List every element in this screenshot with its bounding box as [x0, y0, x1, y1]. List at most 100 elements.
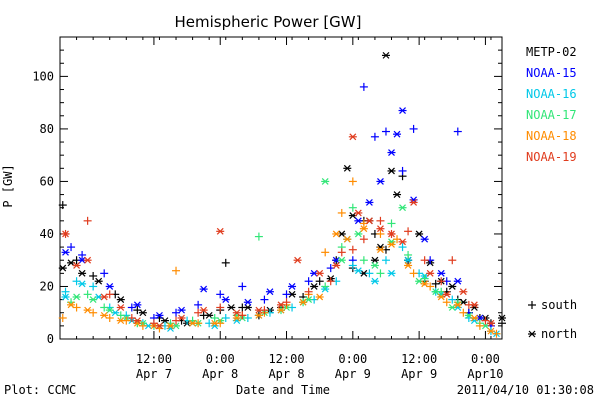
star-d2 — [78, 269, 86, 277]
y-axis-label: P [GW] — [1, 164, 15, 207]
x-tick-date-label: Apr 9 — [335, 367, 371, 381]
point-south-noaa-18 — [321, 248, 330, 257]
point-north-noaa-15 — [398, 107, 407, 114]
star-d2 — [167, 325, 174, 332]
point-south-noaa-18 — [337, 208, 346, 217]
point-south-noaa-15 — [381, 127, 390, 136]
x-tick-time-label: 0:00 — [338, 352, 367, 366]
point-north-noaa-19 — [470, 301, 479, 309]
star-d2 — [377, 225, 384, 233]
y-tick-label: 0 — [47, 332, 54, 346]
star-d2 — [354, 230, 362, 238]
x-tick-date-label: Apr10 — [467, 367, 503, 381]
point-north-metp-02 — [381, 51, 390, 59]
point-north-noaa-19 — [293, 256, 302, 264]
point-north-noaa-19 — [199, 306, 208, 314]
star-d2 — [388, 238, 395, 246]
point-north-noaa-19 — [216, 227, 225, 235]
star-d2 — [67, 259, 75, 267]
star-d2 — [332, 256, 340, 264]
point-south-noaa-17 — [376, 269, 385, 278]
star-d2 — [349, 133, 357, 141]
point-north-noaa-15 — [354, 217, 363, 225]
star-d2 — [365, 199, 373, 206]
point-north-noaa-19 — [348, 133, 357, 141]
point-north-metp-02 — [498, 314, 506, 322]
star-d2 — [459, 288, 467, 296]
plot-credit: Plot: CCMC — [4, 383, 76, 397]
star-d2 — [415, 230, 423, 238]
point-north-noaa-19 — [398, 238, 407, 246]
point-south-noaa-18 — [409, 269, 418, 278]
x-tick-date-label: Apr 8 — [268, 367, 304, 381]
star-d2 — [106, 283, 114, 290]
point-north-noaa-15 — [61, 248, 70, 256]
point-south-metp-02 — [315, 277, 324, 286]
star-d2 — [133, 319, 141, 327]
point-north-noaa-18 — [376, 246, 385, 254]
star-d2 — [62, 248, 69, 256]
point-south-noaa-17 — [404, 250, 413, 259]
point-north-noaa-18 — [470, 314, 479, 322]
point-north-noaa-19 — [177, 314, 186, 322]
point-north-noaa-16 — [78, 280, 87, 288]
point-south-metp-02 — [58, 201, 67, 210]
star-d2 — [62, 230, 69, 238]
star-d2 — [399, 107, 406, 114]
point-north-metp-02 — [448, 283, 457, 290]
point-north-noaa-17 — [398, 204, 407, 212]
legend: METP-02 NOAA-15 NOAA-16 NOAA-17 NOAA-18 NOAA-… — [526, 45, 577, 164]
star-d2 — [205, 311, 213, 319]
star-d2 — [470, 314, 478, 322]
star-d2 — [288, 290, 296, 298]
x-tick-time-label: 12:00 — [136, 352, 172, 366]
point-north-metp-02 — [343, 164, 352, 172]
point-south-noaa-15 — [67, 243, 76, 252]
point-north-noaa-19 — [277, 301, 285, 309]
star-d2 — [172, 322, 180, 330]
star-d2 — [528, 330, 536, 338]
star-d2 — [482, 322, 489, 330]
star-d2 — [266, 288, 274, 296]
star-d2 — [360, 225, 368, 233]
point-north-metp-02 — [94, 277, 103, 285]
point-north-noaa-15 — [177, 306, 186, 314]
star-d2 — [288, 283, 296, 290]
star-d2 — [377, 246, 384, 254]
point-north-noaa-18 — [453, 301, 462, 309]
star-d2 — [432, 288, 440, 296]
star-d2 — [448, 304, 456, 311]
star-d2 — [189, 319, 197, 327]
point-north-noaa-18 — [299, 298, 308, 306]
point-north-noaa-17 — [370, 262, 379, 269]
point-south-noaa-15 — [398, 166, 407, 175]
star-d2 — [133, 317, 141, 325]
point-south-metp-02 — [89, 271, 98, 280]
star-d2 — [310, 283, 318, 290]
star-d2 — [78, 280, 86, 288]
star-d2 — [354, 217, 362, 225]
point-south-noaa-18 — [348, 177, 357, 186]
point-north-metp-02 — [227, 304, 236, 311]
star-d2 — [377, 178, 384, 185]
point-north-noaa-17 — [105, 306, 114, 314]
point-north-noaa-19 — [376, 225, 385, 233]
point-north-noaa-17 — [321, 178, 330, 185]
star-d2 — [156, 311, 163, 319]
point-north-noaa-15 — [155, 311, 164, 319]
star-d2 — [321, 178, 329, 185]
chart-title: Hemispheric Power [GW] — [175, 13, 362, 31]
y-axis: 0 20 40 60 80 100 — [32, 36, 502, 346]
point-north-noaa-19 — [354, 209, 363, 217]
point-south-noaa-18 — [475, 321, 484, 330]
point-south-metp-02 — [498, 319, 506, 328]
point-north-metp-02 — [243, 304, 252, 311]
point-south-noaa-16 — [365, 269, 374, 278]
star-d2 — [410, 196, 418, 204]
point-north-noaa-18 — [83, 306, 92, 314]
point-south-noaa-19 — [448, 256, 457, 265]
star-d2 — [144, 322, 152, 330]
point-south-noaa-15 — [370, 132, 379, 141]
